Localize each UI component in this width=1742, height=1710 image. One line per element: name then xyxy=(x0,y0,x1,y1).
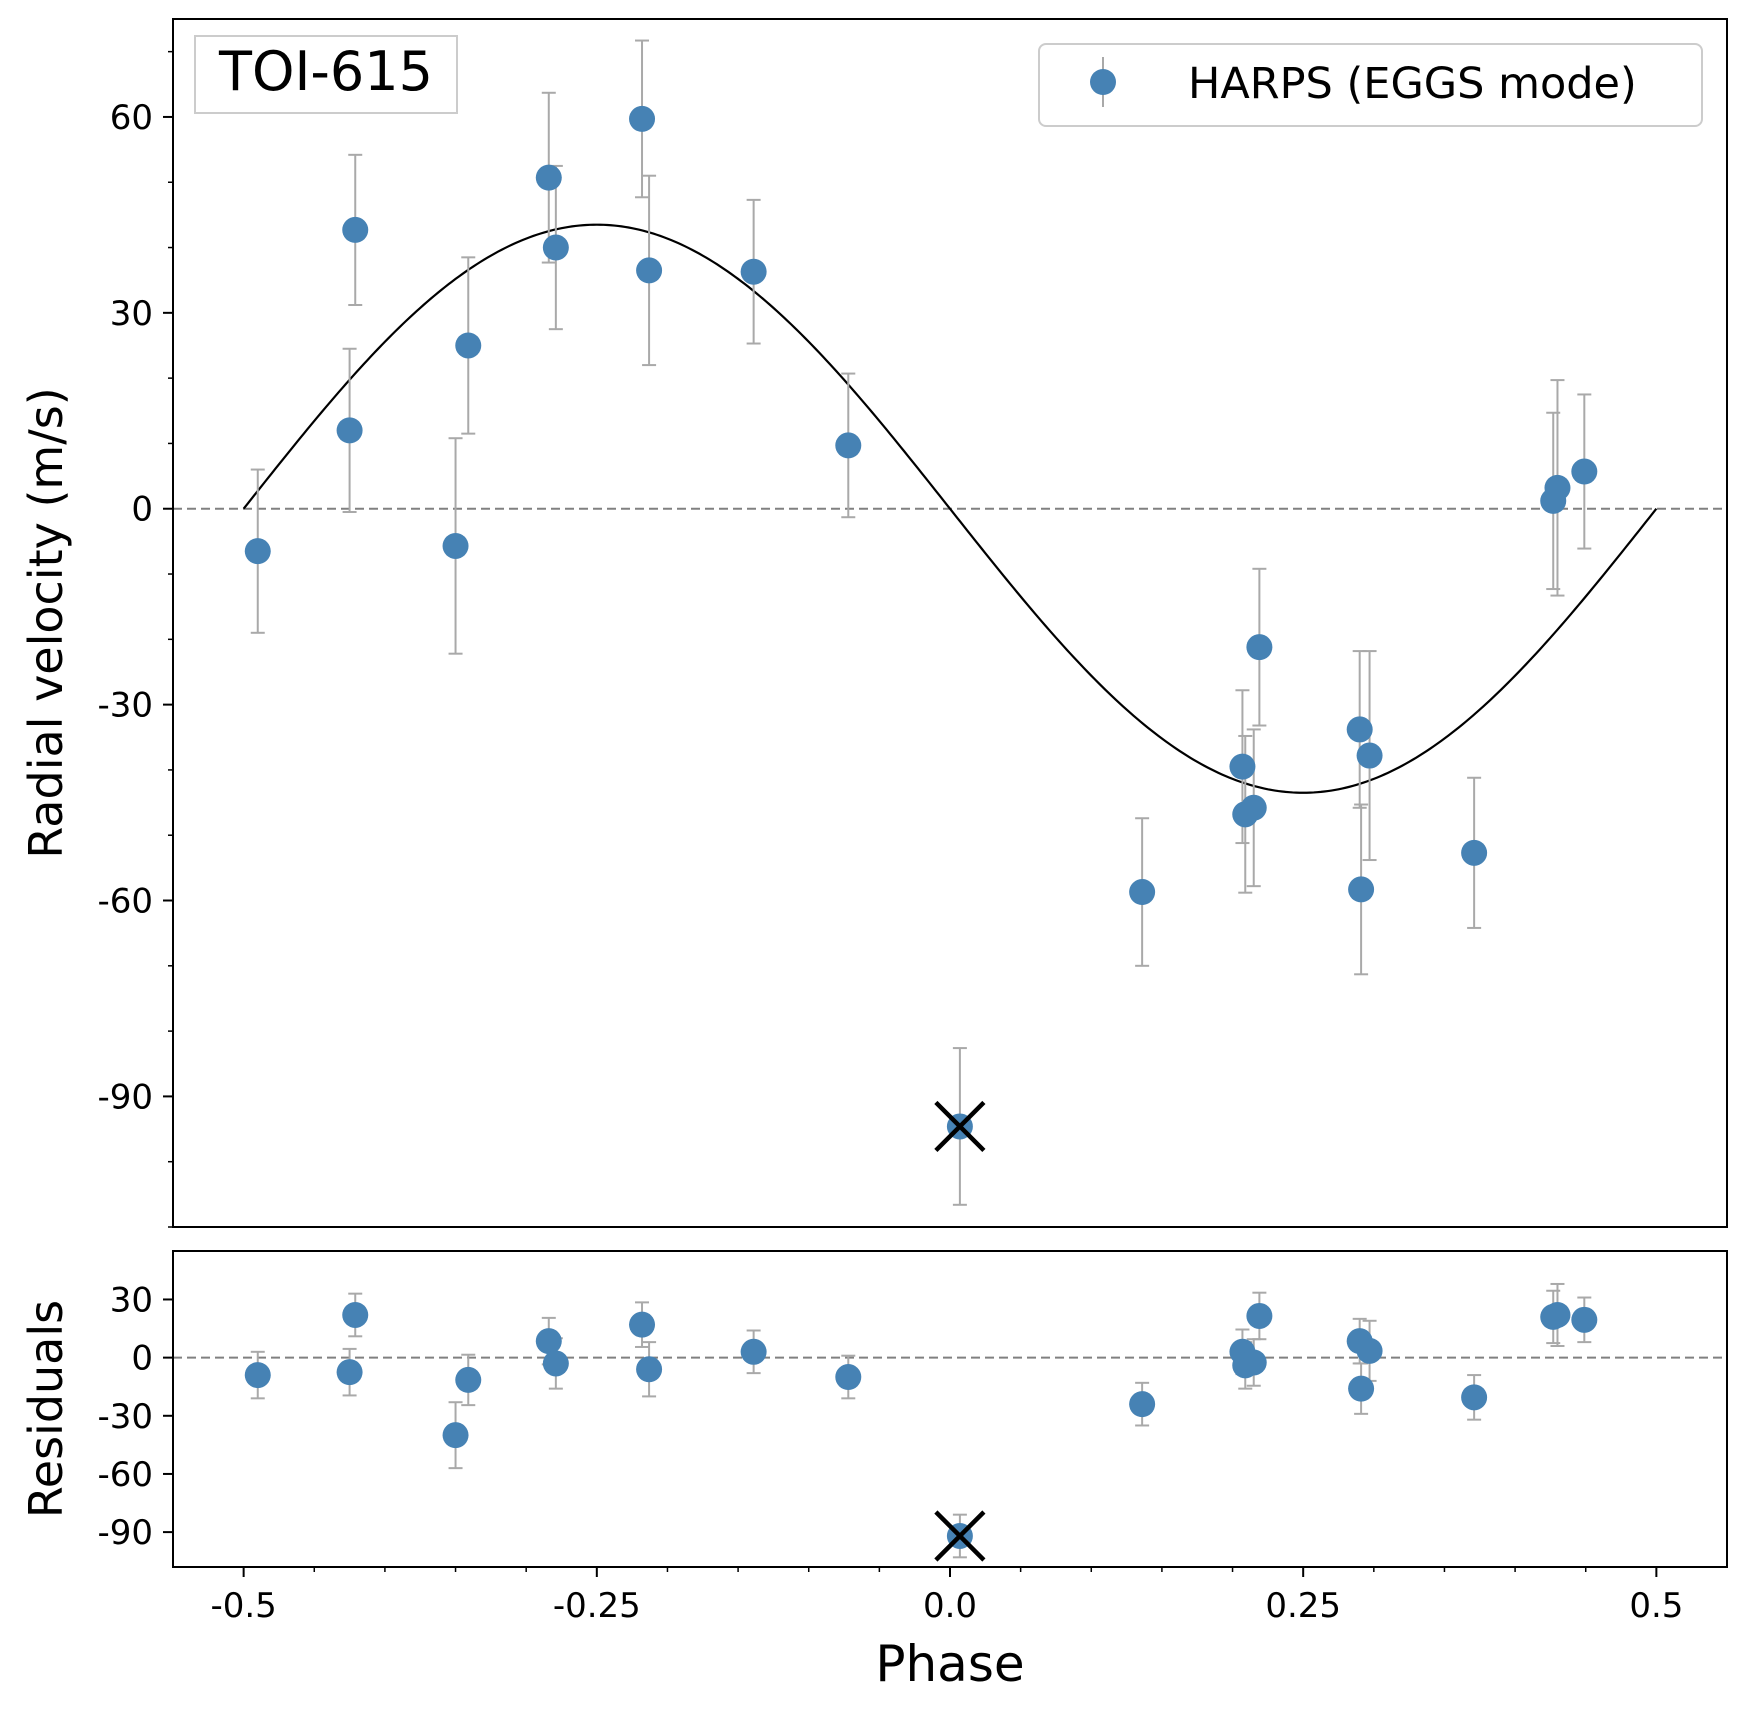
rv-y-tick-label: -90 xyxy=(97,1077,153,1117)
chart-title: TOI-615 xyxy=(218,40,433,103)
residuals-panel-frame xyxy=(172,1250,1728,1568)
res-y-tick-label: 30 xyxy=(110,1280,153,1320)
rv-data-point xyxy=(1356,742,1383,769)
rv-data-point xyxy=(629,105,656,132)
res-data-point xyxy=(244,1362,271,1389)
rv-data-point xyxy=(336,417,363,444)
res-data-point xyxy=(342,1301,369,1328)
res-y-tick-label: -90 xyxy=(97,1513,153,1553)
res-data-point xyxy=(1461,1384,1488,1411)
rv-data-point xyxy=(1229,753,1256,780)
res-data-point xyxy=(542,1350,569,1377)
res-data-point xyxy=(629,1311,656,1338)
rv-panel: 60 30 0 -30 -60 -90 Radial velocity (m/s) TOI… xyxy=(19,18,1728,1228)
res-data-point xyxy=(1240,1349,1267,1376)
res-data-point xyxy=(740,1338,767,1365)
res-y-tick-label: -30 xyxy=(97,1397,153,1437)
rv-data-point xyxy=(442,532,469,559)
rv-data-point xyxy=(1246,634,1273,661)
rv-data-point xyxy=(636,257,663,284)
res-data-point xyxy=(442,1422,469,1449)
res-y-tick-label: 0 xyxy=(131,1339,153,1379)
res-data-point xyxy=(455,1366,482,1393)
rv-data-point xyxy=(1544,474,1571,501)
residuals-panel: 30 0 -30 -60 -90 Residuals -0.5 -0.25 0.0 0.25 0… xyxy=(19,1250,1728,1693)
legend-point-marker xyxy=(1090,69,1116,95)
residuals-y-axis-label: Residuals xyxy=(19,1300,73,1518)
res-data-point xyxy=(1246,1302,1273,1329)
rv-data-point xyxy=(542,234,569,261)
rv-data-point xyxy=(1461,839,1488,866)
rv-data-point xyxy=(244,538,271,565)
legend: HARPS (EGGS mode) xyxy=(1038,43,1703,127)
rv-y-tick-label: -30 xyxy=(97,686,153,726)
rv-y-tick-label: 0 xyxy=(131,490,153,530)
res-data-point xyxy=(336,1359,363,1386)
rv-y-tick-label: -60 xyxy=(97,882,153,922)
rv-data-point xyxy=(342,216,369,243)
rv-data-point xyxy=(1346,716,1373,743)
keplerian-model-curve xyxy=(242,223,1658,794)
res-data-point xyxy=(1348,1375,1375,1402)
x-tick-label: 0.0 xyxy=(923,1586,977,1626)
rv-y-axis-label: Radial velocity (m/s) xyxy=(19,387,73,858)
rv-data-point xyxy=(1571,458,1598,485)
legend-label: HARPS (EGGS mode) xyxy=(1188,59,1637,109)
res-data-point xyxy=(1571,1306,1598,1333)
x-tick-label: 0.5 xyxy=(1629,1586,1683,1626)
res-data-point xyxy=(535,1328,562,1355)
rv-data-point xyxy=(1240,794,1267,821)
x-axis-label: Phase xyxy=(875,1635,1024,1693)
res-data-point xyxy=(835,1364,862,1391)
rv-panel-frame xyxy=(172,18,1728,1228)
res-y-tick-label: -60 xyxy=(97,1455,153,1495)
rv-y-tick-label: 60 xyxy=(110,98,153,138)
rv-data-point xyxy=(835,432,862,459)
x-tick-label: -0.5 xyxy=(210,1586,276,1626)
rv-data-point xyxy=(740,258,767,285)
rv-data-point xyxy=(455,332,482,359)
rv-y-tick-label: 30 xyxy=(110,294,153,334)
title-box: TOI-615 xyxy=(194,35,458,114)
rv-data-point xyxy=(535,164,562,191)
x-tick-label: 0.25 xyxy=(1265,1586,1341,1626)
res-data-point xyxy=(1544,1301,1571,1328)
res-data-point xyxy=(1129,1391,1156,1418)
res-data-point xyxy=(1356,1337,1383,1364)
rv-excluded-x-marker xyxy=(934,1100,986,1153)
res-excluded-x-marker xyxy=(934,1510,986,1562)
rv-data-point xyxy=(1129,879,1156,906)
rv-data-point xyxy=(1348,876,1375,903)
res-data-point xyxy=(636,1356,663,1383)
x-tick-label: -0.25 xyxy=(553,1586,641,1626)
